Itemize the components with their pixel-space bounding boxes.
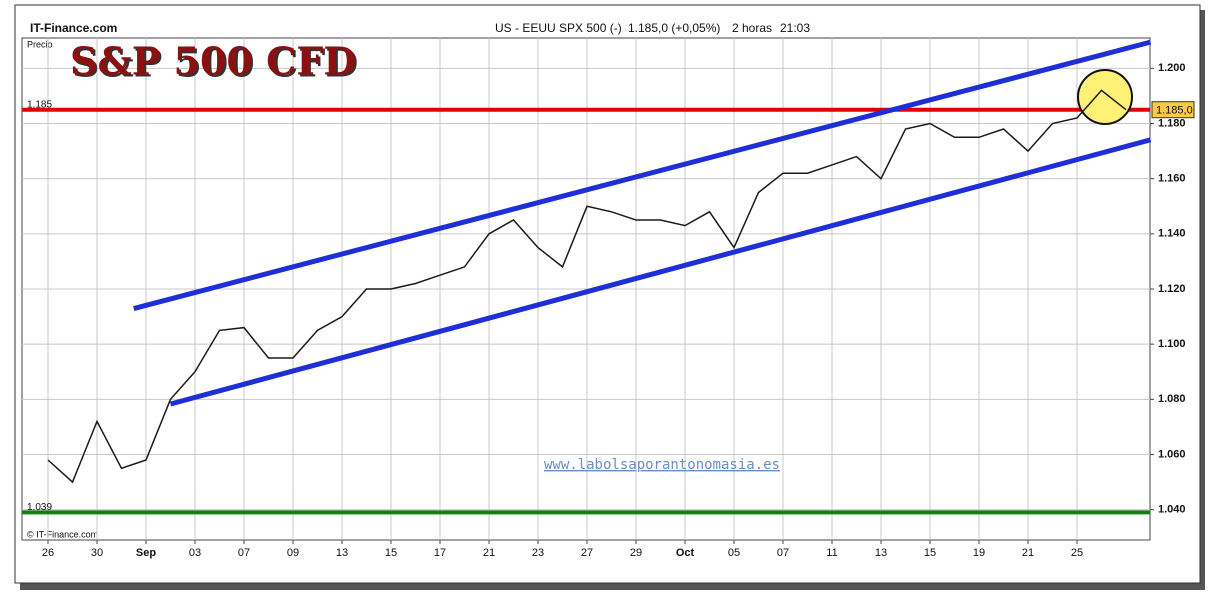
- x-tick-label: 11: [826, 547, 837, 559]
- y-tick-label: 1.100: [1158, 338, 1186, 350]
- chart-title: S&P 500 CFD: [72, 41, 358, 86]
- site: IT-Finance.com: [30, 21, 117, 35]
- y-tick-label: 1.060: [1158, 448, 1186, 460]
- x-tick-label: 07: [777, 547, 789, 559]
- x-tick-label: 30: [91, 547, 103, 559]
- y-tick-label: 1.120: [1158, 283, 1186, 295]
- x-tick-label: 21: [1022, 547, 1034, 559]
- x-tick-label: 07: [238, 547, 250, 559]
- price-line: [47, 89, 1127, 484]
- x-tick-label: 25: [1071, 547, 1083, 559]
- y-tick-label: 1.180: [1158, 117, 1186, 129]
- x-tick-label: 15: [385, 547, 397, 559]
- chart-title: S&P 500 CFD: [70, 39, 356, 84]
- x-tick-label: 15: [924, 547, 936, 559]
- x-tick-label: 21: [483, 547, 495, 559]
- level-label: 1.185: [27, 99, 52, 110]
- period: 2 horas: [732, 21, 772, 35]
- x-tick-label: 19: [973, 547, 985, 559]
- x-tick-label: 23: [532, 547, 544, 559]
- x-tick-label: Oct: [676, 547, 695, 559]
- y-label: Precio: [27, 39, 53, 49]
- watermark: www.labolsaporantonomasia.es: [544, 457, 780, 473]
- x-tick-label: 26: [42, 547, 54, 559]
- x-tick-label: 13: [875, 547, 887, 559]
- y-tick-label: 1.040: [1158, 504, 1186, 516]
- quote: 1.185,0 (+0,05%): [628, 21, 720, 35]
- x-tick-label: Sep: [136, 547, 156, 559]
- x-tick-label: 09: [287, 547, 299, 559]
- copyright: © IT-Finance.com: [27, 529, 98, 539]
- instrument: US - EEUU SPX 500 (-): [495, 21, 622, 35]
- x-tick-label: 13: [336, 547, 348, 559]
- y-tick-label: 1.160: [1158, 173, 1186, 185]
- x-tick-label: 27: [581, 547, 593, 559]
- price-tag-label: 1.185,0: [1156, 105, 1193, 117]
- y-tick-label: 1.200: [1158, 62, 1186, 74]
- x-tick-label: 03: [189, 547, 201, 559]
- channel-line: [169, 137, 1152, 407]
- level-label: 1.039: [27, 502, 52, 513]
- channel-line: [133, 39, 1152, 312]
- price-tag: [1151, 101, 1195, 119]
- y-tick-label: 1.080: [1158, 393, 1186, 405]
- x-tick-label: 29: [630, 547, 642, 559]
- x-tick-label: 05: [728, 547, 740, 559]
- y-tick-label: 1.140: [1158, 228, 1186, 240]
- highlight-circle: [1077, 69, 1133, 125]
- time: 21:03: [780, 21, 810, 35]
- x-tick-label: 17: [434, 547, 446, 559]
